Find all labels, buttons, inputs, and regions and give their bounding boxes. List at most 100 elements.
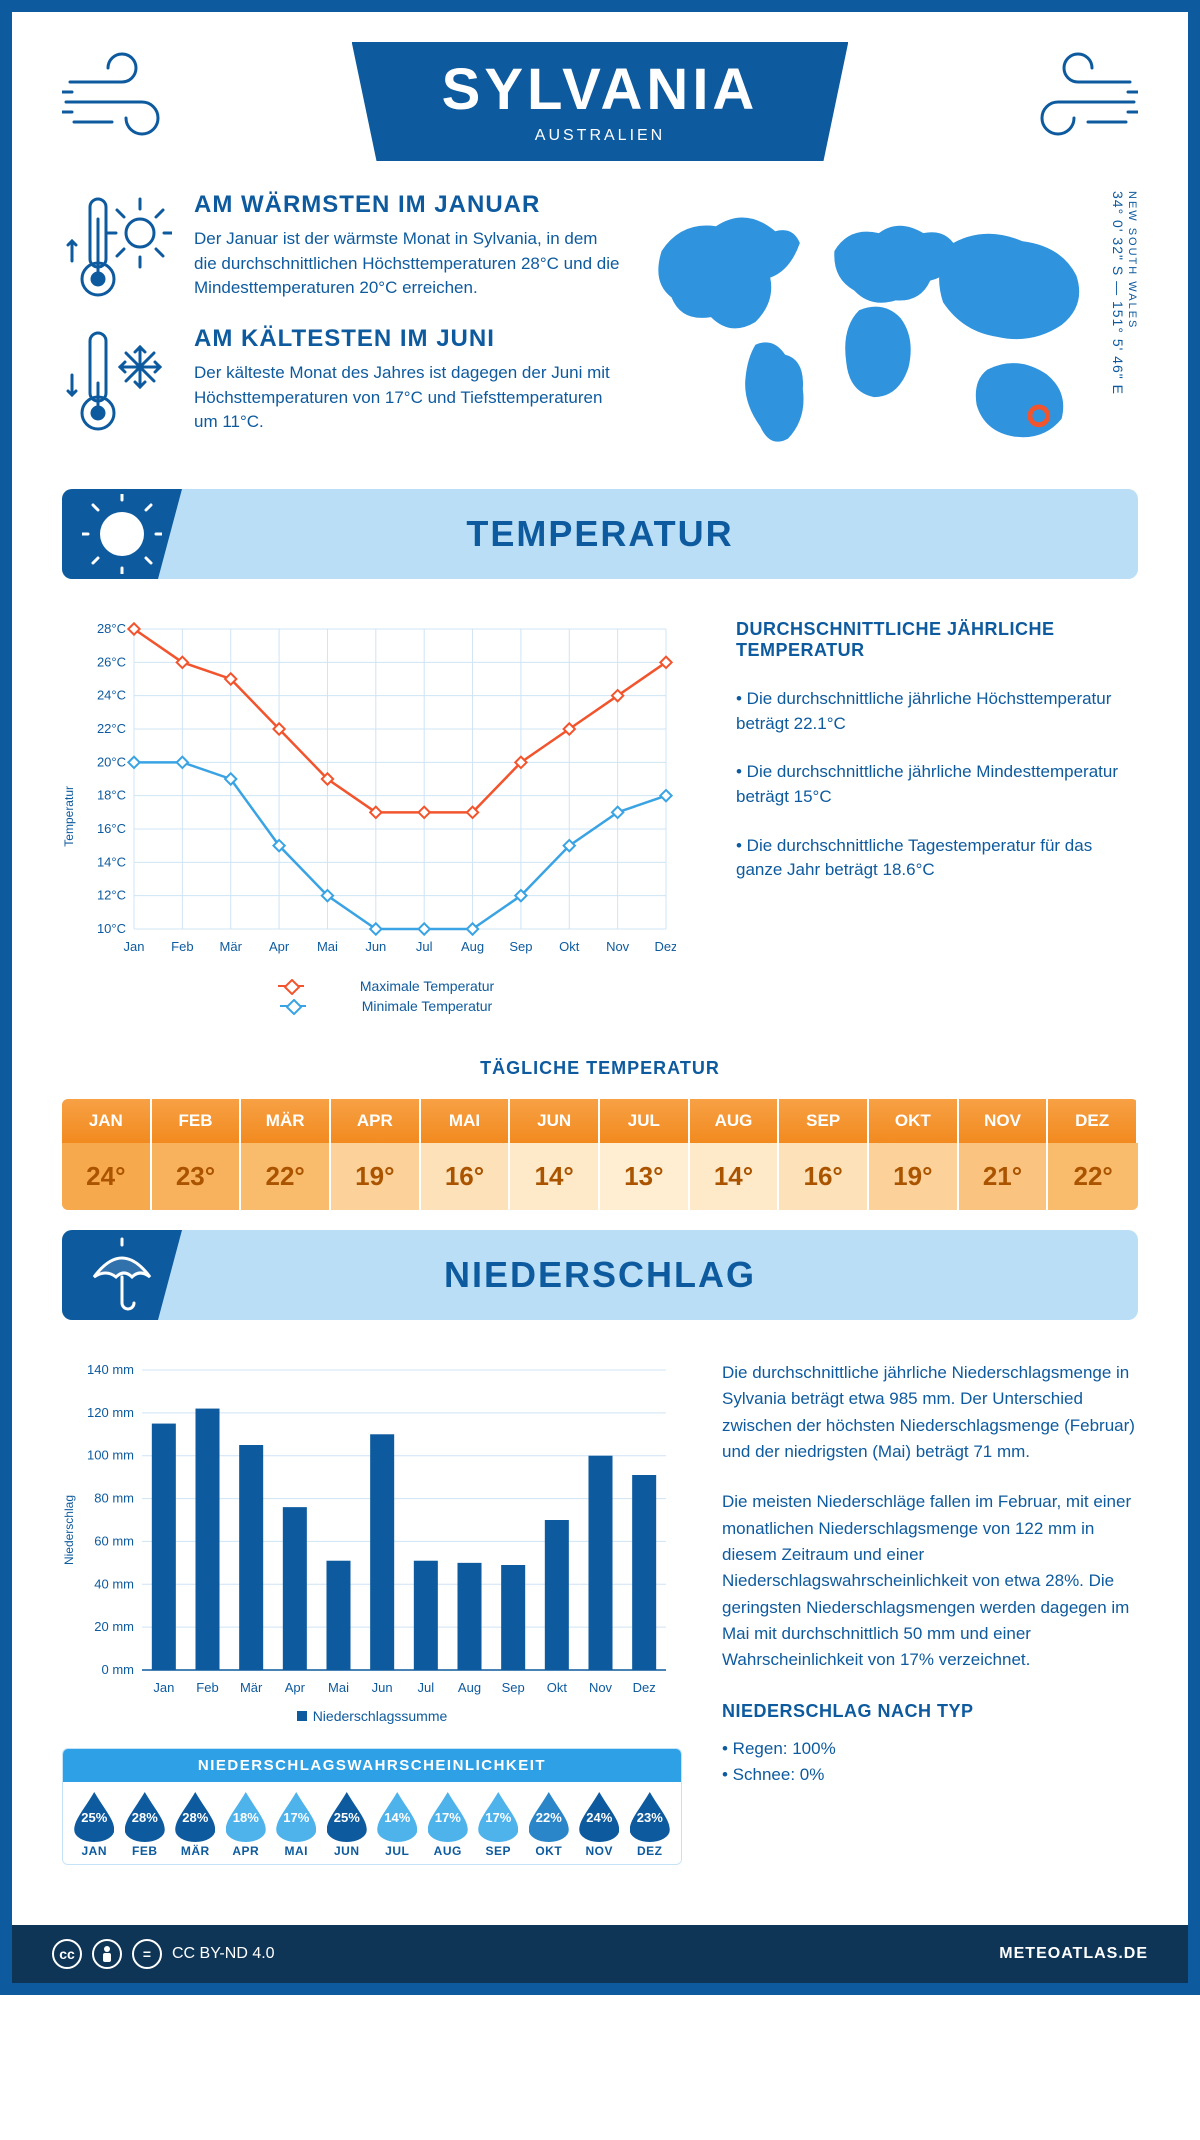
prob-cell: 25%JAN (69, 1792, 120, 1858)
svg-text:Sep: Sep (509, 939, 532, 954)
temp-legend: Maximale Temperatur Minimale Temperatur (76, 974, 696, 1014)
precip-legend-label: Niederschlagssumme (313, 1708, 448, 1724)
footer: cc = CC BY-ND 4.0 METEOATLAS.DE (12, 1925, 1188, 1983)
svg-text:Sep: Sep (502, 1680, 525, 1695)
svg-text:140 mm: 140 mm (87, 1362, 134, 1377)
legend-min: Minimale Temperatur (362, 998, 492, 1014)
header: SYLVANIA AUSTRALIEN (62, 42, 1138, 161)
wind-icon-right (1008, 52, 1138, 142)
precip-type-snow: • Schnee: 0% (722, 1762, 1138, 1788)
footer-brand: METEOATLAS.DE (999, 1945, 1148, 1963)
daily-temperature-table: JANFEBMÄRAPRMAIJUNJULAUGSEPOKTNOVDEZ24°2… (62, 1099, 1138, 1210)
prob-cell: 28%FEB (120, 1792, 171, 1858)
nd-icon: = (132, 1939, 162, 1969)
infographic-frame: SYLVANIA AUSTRALIEN (0, 0, 1200, 1995)
svg-text:Mär: Mär (220, 939, 243, 954)
svg-text:100 mm: 100 mm (87, 1448, 134, 1463)
prob-cell: 28%MÄR (170, 1792, 221, 1858)
svg-text:Jan: Jan (153, 1680, 174, 1695)
daily-heading: TÄGLICHE TEMPERATUR (62, 1058, 1138, 1079)
prob-cell: 25%JUN (322, 1792, 373, 1858)
prob-cell: 24%NOV (574, 1792, 625, 1858)
warmest-block: AM WÄRMSTEN IM JANUAR Der Januar ist der… (62, 191, 622, 301)
svg-text:Jun: Jun (372, 1680, 393, 1695)
svg-text:12°C: 12°C (97, 888, 126, 903)
section-precip-banner: NIEDERSCHLAG (62, 1230, 1138, 1320)
prob-cell: 23%DEZ (625, 1792, 676, 1858)
daily-cell: 16° (421, 1143, 511, 1210)
svg-text:Apr: Apr (269, 939, 290, 954)
svg-text:Aug: Aug (461, 939, 484, 954)
svg-text:Nov: Nov (589, 1680, 613, 1695)
daily-header: FEB (152, 1099, 242, 1143)
daily-cell: 23° (152, 1143, 242, 1210)
coldest-block: AM KÄLTESTEN IM JUNI Der kälteste Monat … (62, 325, 622, 435)
svg-text:0 mm: 0 mm (102, 1662, 135, 1677)
temp-bullet-2: • Die durchschnittliche jährliche Mindes… (736, 760, 1138, 809)
prob-cell: 14%JUL (372, 1792, 423, 1858)
wind-icon-left (62, 52, 192, 142)
svg-text:10°C: 10°C (97, 921, 126, 936)
license-label: CC BY-ND 4.0 (172, 1945, 275, 1963)
precip-legend: Niederschlagssumme (62, 1708, 682, 1724)
svg-text:Jun: Jun (365, 939, 386, 954)
temp-side-heading: DURCHSCHNITTLICHE JÄHRLICHE TEMPERATUR (736, 619, 1138, 661)
daily-cell: 14° (510, 1143, 600, 1210)
svg-text:Mai: Mai (328, 1680, 349, 1695)
daily-cell: 22° (241, 1143, 331, 1210)
sun-icon (62, 489, 182, 579)
section-precip-title: NIEDERSCHLAG (444, 1254, 756, 1295)
daily-header: JUL (600, 1099, 690, 1143)
intro-section: AM WÄRMSTEN IM JANUAR Der Januar ist der… (62, 191, 1138, 459)
svg-text:Mai: Mai (317, 939, 338, 954)
svg-text:Apr: Apr (285, 1680, 306, 1695)
temperature-area: Temperatur 10°C12°C14°C16°C18°C20°C22°C2… (62, 619, 1138, 1014)
svg-text:Aug: Aug (458, 1680, 481, 1695)
daily-header: JAN (62, 1099, 152, 1143)
prob-cell: 18%APR (221, 1792, 272, 1858)
svg-text:16°C: 16°C (97, 821, 126, 836)
by-icon (92, 1939, 122, 1969)
daily-cell: 21° (959, 1143, 1049, 1210)
temperature-line-chart: 10°C12°C14°C16°C18°C20°C22°C24°C26°C28°C… (76, 619, 676, 959)
svg-text:24°C: 24°C (97, 688, 126, 703)
svg-text:18°C: 18°C (97, 788, 126, 803)
daily-cell: 24° (62, 1143, 152, 1210)
prob-title: NIEDERSCHLAGSWAHRSCHEINLICHKEIT (63, 1749, 681, 1782)
world-map (632, 191, 1106, 459)
svg-text:28°C: 28°C (97, 621, 126, 636)
svg-text:20°C: 20°C (97, 754, 126, 769)
lat-label: 34° 0' 32" S (1110, 191, 1126, 276)
svg-text:120 mm: 120 mm (87, 1405, 134, 1420)
precip-type-rain: • Regen: 100% (722, 1736, 1138, 1762)
prob-cell: 22%OKT (524, 1792, 575, 1858)
region-label: NEW SOUTH WALES (1126, 191, 1138, 451)
daily-cell: 14° (690, 1143, 780, 1210)
daily-cell: 19° (869, 1143, 959, 1210)
daily-header: SEP (779, 1099, 869, 1143)
svg-text:Jul: Jul (416, 939, 433, 954)
umbrella-icon (62, 1230, 182, 1320)
precip-y-axis-label: Niederschlag (62, 1495, 76, 1565)
daily-cell: 22° (1048, 1143, 1138, 1210)
daily-header: NOV (959, 1099, 1049, 1143)
svg-text:20 mm: 20 mm (94, 1619, 134, 1634)
temp-y-axis-label: Temperatur (62, 786, 76, 847)
temperature-side-text: DURCHSCHNITTLICHE JÄHRLICHE TEMPERATUR •… (736, 619, 1138, 1014)
daily-header: DEZ (1048, 1099, 1138, 1143)
daily-header: AUG (690, 1099, 780, 1143)
daily-header: JUN (510, 1099, 600, 1143)
thermometer-snow-icon (62, 325, 172, 435)
warmest-heading: AM WÄRMSTEN IM JANUAR (194, 191, 622, 219)
precipitation-bar-chart: 0 mm20 mm40 mm60 mm80 mm100 mm120 mm140 … (76, 1360, 676, 1700)
daily-header: APR (331, 1099, 421, 1143)
svg-text:60 mm: 60 mm (94, 1533, 134, 1548)
prob-cell: 17%SEP (473, 1792, 524, 1858)
precip-paragraph-2: Die meisten Niederschläge fallen im Febr… (722, 1489, 1138, 1673)
daily-cell: 13° (600, 1143, 690, 1210)
lon-label: 151° 5' 46" E (1110, 301, 1126, 395)
svg-text:80 mm: 80 mm (94, 1491, 134, 1506)
svg-text:Jul: Jul (418, 1680, 435, 1695)
precipitation-area: Niederschlag 0 mm20 mm40 mm60 mm80 mm100… (62, 1360, 1138, 1865)
daily-cell: 16° (779, 1143, 869, 1210)
